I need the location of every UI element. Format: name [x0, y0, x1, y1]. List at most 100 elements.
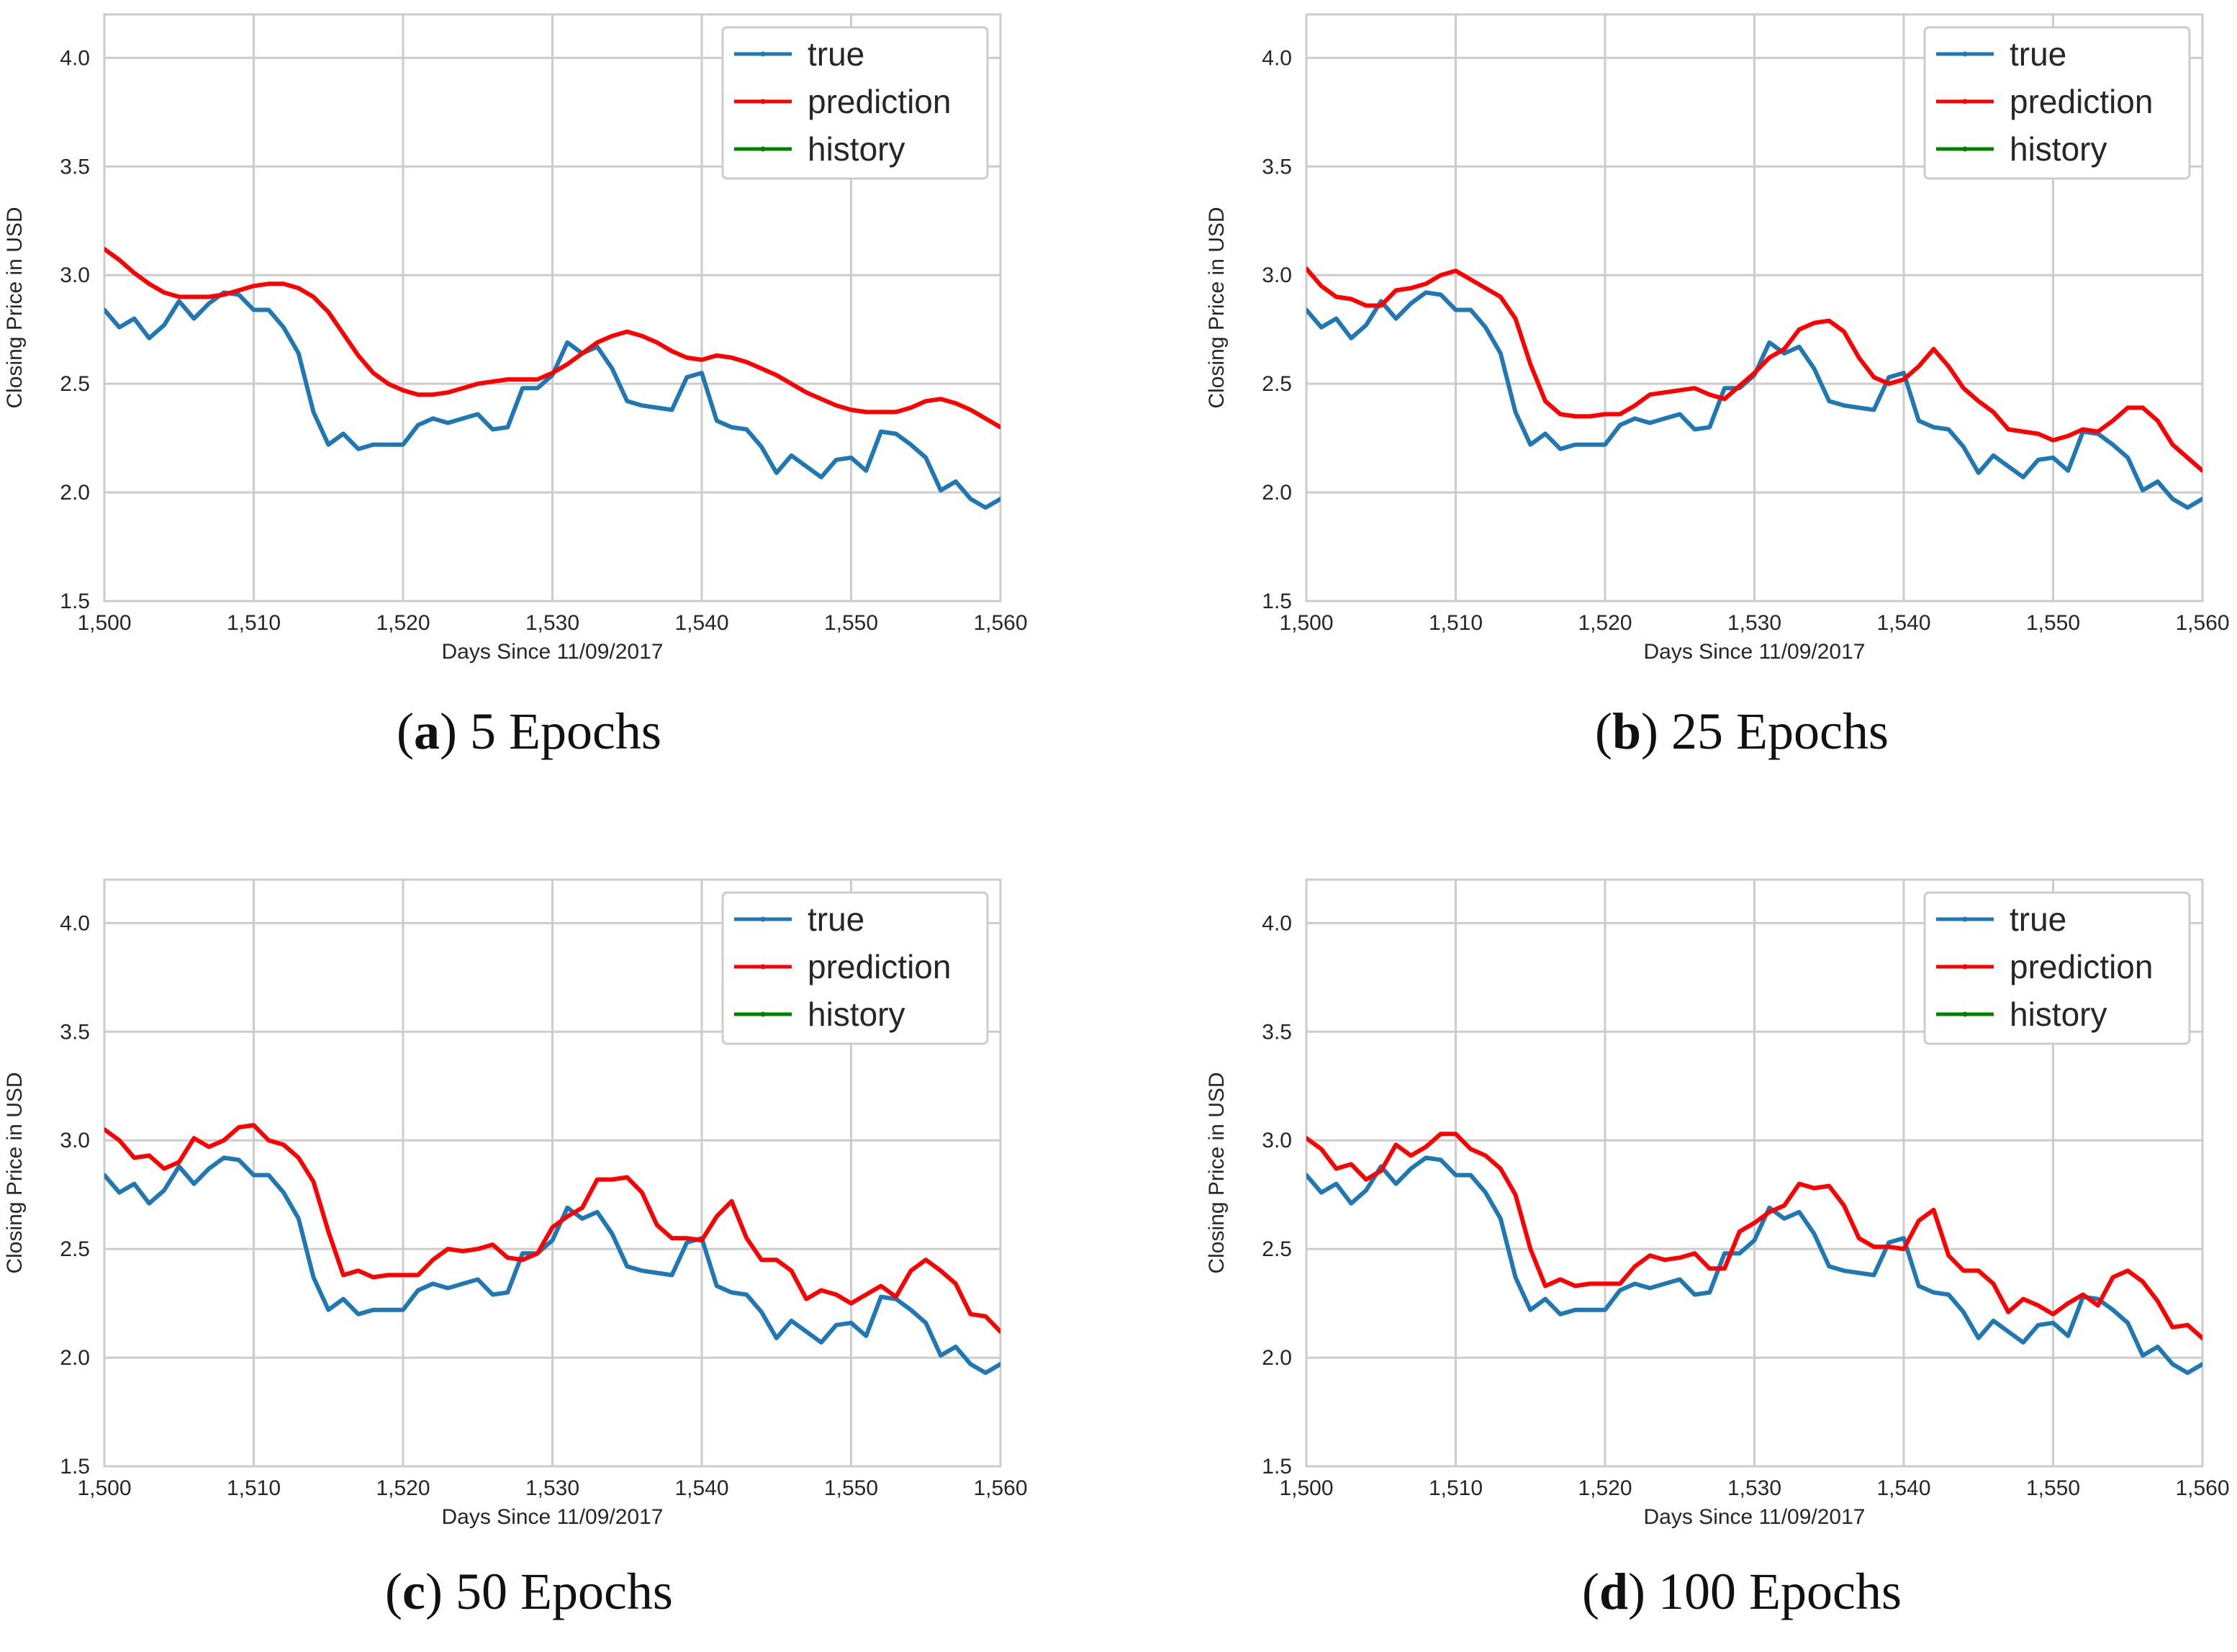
series-line-prediction [104, 1123, 1000, 1334]
y-tick-label: 1.5 [60, 590, 90, 613]
y-tick-label: 4.0 [1262, 911, 1292, 935]
x-tick-label: 1,510 [227, 1476, 281, 1500]
y-tick-label: 3.0 [60, 1129, 90, 1152]
x-tick-label: 1,530 [525, 611, 579, 635]
legend-label-true: true [808, 35, 864, 73]
legend-label-prediction: prediction [2010, 83, 2153, 120]
x-tick-label: 1,550 [824, 611, 878, 635]
y-tick-label: 3.5 [1262, 1020, 1292, 1044]
y-tick-label: 4.0 [60, 46, 90, 70]
legend-label-prediction: prediction [808, 83, 951, 120]
y-tick-label: 2.5 [60, 1237, 90, 1261]
legend-marker-true [760, 916, 766, 922]
x-tick-label: 1,530 [1727, 1476, 1781, 1500]
legend-marker-prediction [760, 99, 766, 104]
y-tick-label: 3.0 [1262, 1129, 1292, 1152]
legend-label-true: true [808, 901, 864, 938]
x-tick-label: 1,560 [2175, 1476, 2229, 1500]
x-axis-label: Days Since 11/09/2017 [1644, 1505, 1866, 1529]
series-line-prediction [1306, 266, 2202, 473]
plot-frame [1305, 13, 2204, 602]
x-tick-label: 1,520 [376, 1476, 430, 1500]
y-tick-label: 1.5 [1262, 590, 1292, 613]
subfigure-caption: (a) 5 Epochs [397, 703, 661, 760]
series-line-prediction [1306, 1132, 2202, 1341]
x-axis-label: Days Since 11/09/2017 [1644, 640, 1866, 664]
x-axis-label: Days Since 11/09/2017 [442, 640, 664, 664]
legend-marker-history [1962, 146, 1968, 152]
legend-box [1923, 891, 2191, 1045]
y-tick-label: 2.5 [1262, 372, 1292, 396]
y-tick-label: 3.5 [60, 1020, 90, 1044]
legend-marker-history [1962, 1011, 1968, 1017]
x-tick-label: 1,550 [2026, 1476, 2080, 1500]
legend-label-history: history [808, 130, 905, 168]
legend-marker-prediction [1962, 964, 1968, 970]
y-tick-label: 3.5 [60, 155, 90, 179]
chart-panel-d: 1,500 1,510 1,520 1,530 1,540 1,550 1,560 1.5 2.… [1205, 878, 2230, 1620]
subfigure-caption: (b) 25 Epochs [1595, 703, 1889, 760]
y-axis-label: Closing Price in USD [1205, 1072, 1229, 1273]
y-tick-label: 2.5 [1262, 1237, 1292, 1261]
x-tick-label: 1,540 [1876, 1476, 1930, 1500]
legend-marker-true [760, 51, 766, 57]
x-tick-label: 1,520 [1578, 611, 1632, 635]
legend: true prediction history [1923, 891, 2191, 1045]
x-tick-label: 1,540 [1876, 611, 1930, 635]
y-tick-label: 2.5 [60, 372, 90, 396]
legend: true prediction history [721, 891, 989, 1045]
x-tick-label: 1,540 [674, 611, 728, 635]
x-tick-label: 1,550 [2026, 611, 2080, 635]
y-tick-label: 4.0 [1262, 46, 1292, 70]
chart-panel-a: 1,500 1,510 1,520 1,530 1,540 1,550 1,560 1.5 2.… [3, 13, 1028, 760]
y-tick-label: 1.5 [1262, 1455, 1292, 1479]
series-line-true [104, 1155, 1000, 1376]
subfigure-caption: (d) 100 Epochs [1582, 1563, 1902, 1620]
series-line-prediction [104, 247, 1000, 430]
y-tick-label: 3.0 [60, 263, 90, 287]
x-tick-label: 1,510 [227, 611, 281, 635]
x-tick-label: 1,510 [1429, 1476, 1483, 1500]
x-tick-label: 1,500 [77, 1476, 131, 1500]
x-tick-label: 1,550 [824, 1476, 878, 1500]
legend-label-prediction: prediction [2010, 948, 2153, 985]
y-tick-label: 3.5 [1262, 155, 1292, 179]
legend-box [721, 26, 989, 180]
y-tick-label: 2.0 [1262, 1346, 1292, 1370]
legend-marker-prediction [1962, 99, 1968, 104]
y-tick-label: 4.0 [60, 911, 90, 935]
plot-frame [1305, 878, 2204, 1468]
y-axis-label: Closing Price in USD [3, 1072, 27, 1273]
legend: true prediction history [721, 26, 989, 180]
x-tick-label: 1,560 [973, 611, 1027, 635]
y-tick-label: 2.0 [1262, 481, 1292, 505]
legend-marker-history [760, 1011, 766, 1017]
x-tick-label: 1,520 [1578, 1476, 1632, 1500]
x-tick-label: 1,530 [1727, 611, 1781, 635]
legend-marker-prediction [760, 964, 766, 970]
x-tick-label: 1,560 [2175, 611, 2229, 635]
legend-label-prediction: prediction [808, 948, 951, 985]
x-tick-label: 1,530 [525, 1476, 579, 1500]
x-tick-label: 1,560 [973, 1476, 1027, 1500]
x-tick-label: 1,510 [1429, 611, 1483, 635]
x-axis-label: Days Since 11/09/2017 [442, 1505, 664, 1529]
y-axis-label: Closing Price in USD [3, 207, 27, 408]
x-tick-label: 1,500 [77, 611, 131, 635]
y-axis-label: Closing Price in USD [1205, 207, 1229, 408]
legend-marker-history [760, 146, 766, 152]
subfigure-caption: (c) 50 Epochs [385, 1563, 673, 1620]
legend-marker-true [1962, 916, 1968, 922]
legend-marker-true [1962, 51, 1968, 57]
chart-panel-b: 1,500 1,510 1,520 1,530 1,540 1,550 1,560 1.5 2.… [1205, 13, 2230, 760]
legend-label-history: history [2010, 130, 2107, 168]
legend-label-true: true [2010, 35, 2066, 73]
legend-label-history: history [2010, 996, 2107, 1033]
chart-panel-c: 1,500 1,510 1,520 1,530 1,540 1,550 1,560 1.5 2.… [3, 878, 1028, 1620]
x-tick-label: 1,520 [376, 611, 430, 635]
series-line-true [1306, 1155, 2202, 1376]
y-tick-label: 2.0 [60, 1346, 90, 1370]
x-tick-label: 1,540 [674, 1476, 728, 1500]
y-tick-label: 2.0 [60, 481, 90, 505]
